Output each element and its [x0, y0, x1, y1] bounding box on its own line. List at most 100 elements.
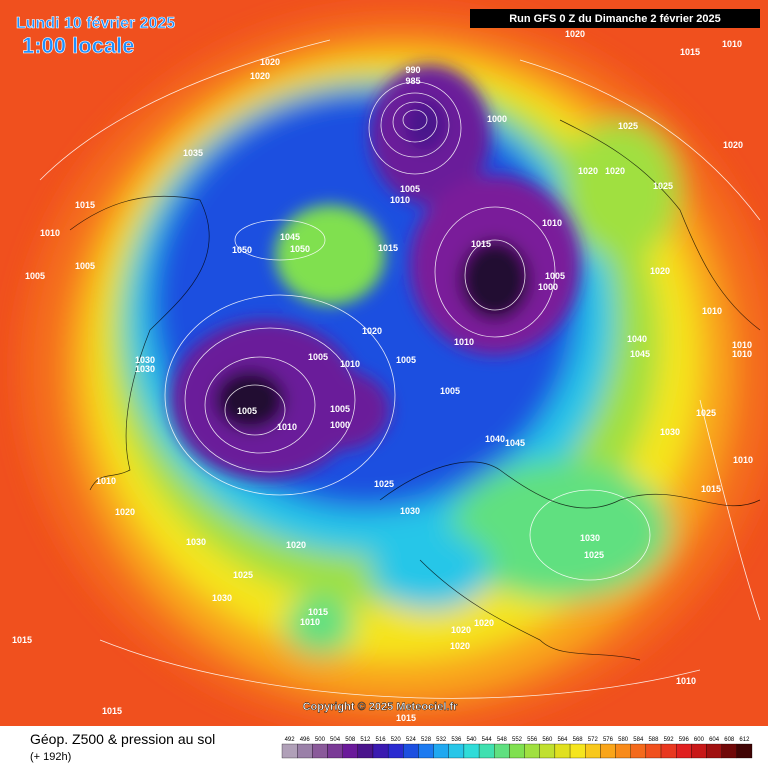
isobar-label: 1000	[330, 420, 350, 430]
colorbar-swatch	[569, 743, 586, 759]
colorbar-label: 532	[436, 737, 447, 743]
colorbar-label: 504	[330, 737, 341, 743]
isobar-label: 1005	[308, 352, 328, 362]
colorbar-swatch	[297, 743, 313, 759]
colorbar-swatch	[478, 743, 495, 759]
colorbar-swatch	[660, 743, 677, 759]
footer-lead: (+ 192h)	[30, 751, 71, 763]
isobar-label: 1025	[653, 181, 673, 191]
isobar-label: 1030	[135, 355, 155, 365]
colorbar-label: 500	[315, 737, 326, 743]
copyright: Copyright © 2025 Meteociel.fr	[303, 701, 459, 713]
colorbar-label: 580	[618, 737, 629, 743]
isobar-label: 1030	[135, 364, 155, 374]
isobar-label: 1015	[75, 200, 95, 210]
colorbar-swatch	[327, 743, 343, 759]
colorbar-swatch	[418, 743, 434, 759]
run-info: Run GFS 0 Z du Dimanche 2 février 2025	[509, 13, 721, 25]
colorbar-label: 516	[376, 737, 387, 743]
isobar-label: 1020	[578, 166, 598, 176]
isobar-label: 1010	[722, 39, 742, 49]
colorbar-swatch	[691, 743, 707, 759]
colorbar-swatch	[312, 743, 328, 759]
map-date: Lundi 10 février 2025	[16, 15, 175, 32]
isobar-label: 1010	[340, 359, 360, 369]
colorbar-label: 512	[360, 737, 371, 743]
colorbar-label: 592	[664, 737, 675, 743]
colorbar-label: 544	[482, 737, 493, 743]
isobars	[39, 39, 761, 699]
isobar-label: 1020	[260, 57, 280, 67]
colorbar-label: 528	[421, 737, 432, 743]
colorbar-label: 608	[724, 737, 735, 743]
isobar-label: 1015	[308, 607, 328, 617]
colorbar-swatch	[706, 743, 722, 759]
isobar-label: 1015	[378, 243, 398, 253]
isobar-label: 1025	[696, 408, 716, 418]
isobar-label: 1020	[250, 71, 270, 81]
isobar-label: 1020	[362, 326, 382, 336]
isobar-label: 985	[405, 76, 420, 86]
isobar-label: 1010	[390, 195, 410, 205]
isobar-label: 1020	[605, 166, 625, 176]
isobar-label: 1020	[115, 507, 135, 517]
isobar-label: 1045	[630, 349, 650, 359]
colorbar-label: 612	[739, 737, 750, 743]
isobar-label: 1020	[565, 29, 585, 39]
isobar-label: 1010	[96, 476, 116, 486]
field: 1020101510101020102099098510001005101010…	[0, 0, 768, 726]
isobar-label: 1020	[650, 266, 670, 276]
isobar-label: 1010	[702, 306, 722, 316]
isobar-label: 1005	[400, 184, 420, 194]
isobar-label: 1020	[286, 540, 306, 550]
colorbar-label: 548	[497, 737, 508, 743]
isobar-label: 1005	[396, 355, 416, 365]
colorbar-label: 588	[648, 737, 659, 743]
colorbar-swatch	[342, 743, 358, 759]
isobar-label: 1010	[733, 455, 753, 465]
isobar-label: 1035	[183, 148, 203, 158]
isobar-label: 1040	[485, 434, 505, 444]
colorbar-swatch	[509, 743, 525, 759]
colorbar-swatch	[403, 743, 419, 759]
isobar-label: 1030	[186, 537, 206, 547]
colorbar-label: 584	[633, 737, 644, 743]
isobar-label: 1020	[450, 641, 470, 651]
colorbar-label: 540	[467, 737, 478, 743]
isobar-label: 1015	[701, 484, 721, 494]
isobar-label: 1015	[680, 47, 700, 57]
isobar-label: 1000	[487, 114, 507, 124]
isobar-label: 1025	[584, 550, 604, 560]
isobar-label: 1010	[676, 676, 696, 686]
isobar-label: 1005	[25, 271, 45, 281]
isobar-label: 1010	[542, 218, 562, 228]
colorbar-label: 536	[451, 737, 462, 743]
colorbar-swatch	[585, 743, 601, 759]
colorbar-label: 520	[391, 737, 402, 743]
isobar-label: 1020	[474, 618, 494, 628]
colorbar-label: 556	[527, 737, 538, 743]
isobar-label: 1045	[505, 438, 525, 448]
colorbar-swatch	[387, 743, 404, 759]
colorbar-swatch	[494, 743, 510, 759]
colorbar-swatch	[539, 743, 556, 759]
colorbar-label: 576	[603, 737, 614, 743]
colorbar-label: 600	[694, 737, 705, 743]
isobar-label: 1050	[232, 245, 252, 255]
colorbar-label: 596	[679, 737, 690, 743]
colorbar-label: 604	[709, 737, 720, 743]
isobar-label: 1010	[732, 349, 752, 359]
isobar-label: 1005	[545, 271, 565, 281]
colorbar-swatch	[676, 743, 692, 759]
map-time: 1:00 locale	[22, 33, 135, 58]
colorbar-swatch	[615, 743, 631, 759]
colorbar-swatch	[281, 743, 298, 759]
colorbar-label: 524	[406, 737, 417, 743]
isobar-label: 1000	[538, 282, 558, 292]
isobar-label: 1010	[732, 340, 752, 350]
colorbar-swatch	[357, 743, 374, 759]
isobar-label: 990	[405, 65, 420, 75]
isobar-label: 1005	[237, 406, 257, 416]
isobar-label: 1010	[277, 422, 297, 432]
